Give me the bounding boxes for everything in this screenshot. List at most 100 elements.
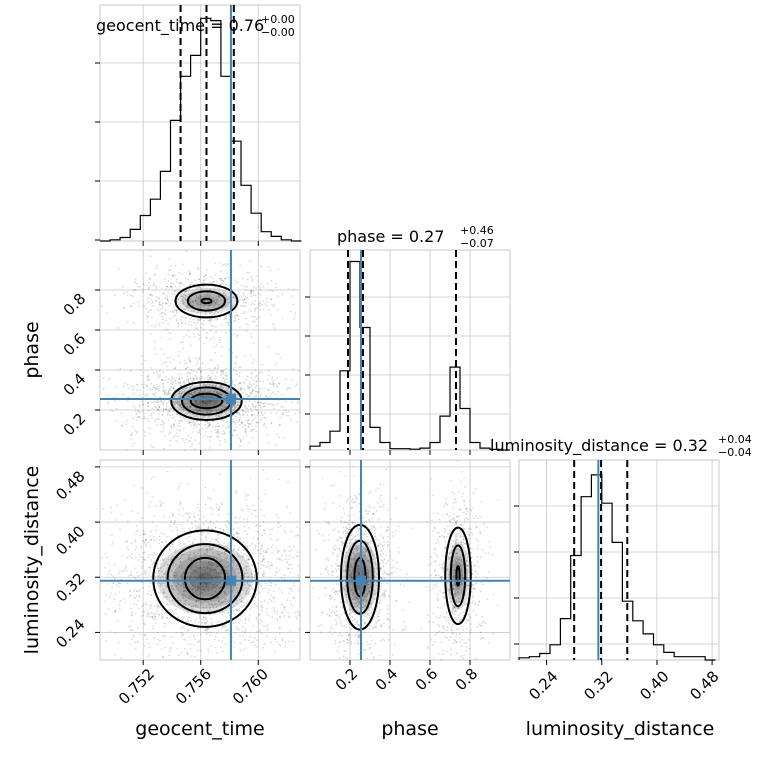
scatter-point: [175, 401, 178, 404]
scatter-point: [226, 263, 229, 266]
scatter-point: [411, 527, 414, 530]
scatter-point: [217, 425, 220, 428]
scatter-point: [183, 362, 186, 365]
scatter-point: [208, 377, 211, 379]
scatter-point: [165, 616, 168, 619]
scatter-point: [186, 406, 189, 408]
scatter-point: [358, 624, 360, 626]
scatter-point: [188, 272, 191, 275]
scatter-point: [323, 586, 326, 589]
scatter-point: [134, 288, 137, 291]
scatter-point: [194, 400, 197, 402]
scatter-point: [200, 548, 203, 551]
scatter-point: [182, 299, 184, 302]
scatter-point: [129, 590, 131, 593]
scatter-point: [219, 400, 222, 403]
scatter-point: [142, 552, 145, 555]
scatter-point: [188, 527, 191, 530]
scatter-point: [212, 385, 215, 388]
scatter-point: [209, 312, 212, 314]
scatter-point: [137, 286, 140, 288]
scatter-point: [245, 434, 248, 437]
scatter-point: [209, 376, 212, 378]
scatter-point: [161, 315, 164, 318]
scatter-point: [238, 296, 241, 298]
scatter-point: [242, 648, 245, 651]
scatter-point: [181, 315, 183, 318]
scatter-point: [396, 567, 398, 570]
scatter-point: [267, 591, 269, 594]
scatter-point: [380, 554, 383, 557]
scatter-point: [170, 407, 173, 410]
scatter-point: [152, 627, 155, 630]
scatter-point: [367, 539, 370, 541]
scatter-point: [169, 265, 172, 267]
scatter-point: [255, 616, 258, 618]
scatter-point: [172, 642, 175, 644]
scatter-point: [162, 387, 165, 389]
scatter-point: [268, 598, 270, 601]
scatter-point: [126, 546, 129, 549]
scatter-point: [187, 420, 190, 422]
scatter-point: [192, 377, 195, 379]
scatter-point: [244, 430, 247, 433]
scatter-point: [434, 641, 436, 643]
scatter-point: [297, 576, 300, 579]
scatter-point: [280, 576, 283, 579]
scatter-point: [269, 269, 272, 272]
scatter-point: [232, 609, 235, 612]
scatter-point: [154, 400, 157, 403]
scatter-point: [206, 383, 209, 385]
scatter-point: [258, 395, 261, 398]
scatter-point: [256, 537, 259, 540]
scatter-point: [250, 354, 252, 356]
scatter-point: [227, 321, 230, 324]
scatter-point: [233, 392, 236, 395]
scatter-point: [210, 318, 213, 320]
scatter-point: [258, 401, 261, 403]
scatter-point: [351, 500, 353, 503]
scatter-point: [147, 374, 150, 376]
scatter-point: [234, 383, 237, 386]
scatter-point: [155, 529, 158, 532]
scatter-point: [337, 592, 340, 595]
scatter-point: [375, 538, 378, 540]
scatter-point: [159, 313, 161, 316]
scatter-point: [217, 366, 220, 369]
scatter-point: [266, 379, 269, 381]
scatter-point: [270, 546, 273, 549]
scatter-point: [348, 639, 351, 642]
scatter-point: [242, 292, 245, 294]
scatter-point: [280, 589, 283, 592]
scatter-point: [162, 413, 164, 416]
scatter-point: [191, 431, 194, 433]
scatter-point: [218, 620, 220, 623]
scatter-point: [217, 392, 220, 394]
scatter-point: [318, 533, 320, 535]
scatter-point: [199, 383, 201, 385]
scatter-point: [146, 317, 149, 320]
scatter-point: [227, 519, 230, 522]
scatter-point: [209, 435, 212, 438]
scatter-point: [287, 387, 290, 390]
scatter-point: [374, 528, 377, 530]
scatter-point: [240, 388, 243, 391]
scatter-point: [146, 394, 149, 396]
scatter-point: [236, 334, 239, 337]
scatter-point: [162, 447, 165, 450]
scatter-point: [205, 420, 208, 423]
scatter-point: [250, 315, 252, 318]
scatter-point: [338, 645, 340, 648]
scatter-point: [259, 293, 262, 296]
scatter-point: [207, 425, 210, 427]
scatter-point: [174, 519, 177, 522]
scatter-point: [224, 292, 227, 295]
scatter-point: [225, 387, 228, 390]
scatter-point: [197, 268, 200, 271]
scatter-point: [223, 263, 226, 266]
scatter-point: [193, 448, 196, 450]
scatter-point: [244, 296, 247, 298]
scatter-point: [158, 405, 161, 408]
scatter-point: [181, 377, 184, 379]
scatter-point: [378, 619, 381, 621]
